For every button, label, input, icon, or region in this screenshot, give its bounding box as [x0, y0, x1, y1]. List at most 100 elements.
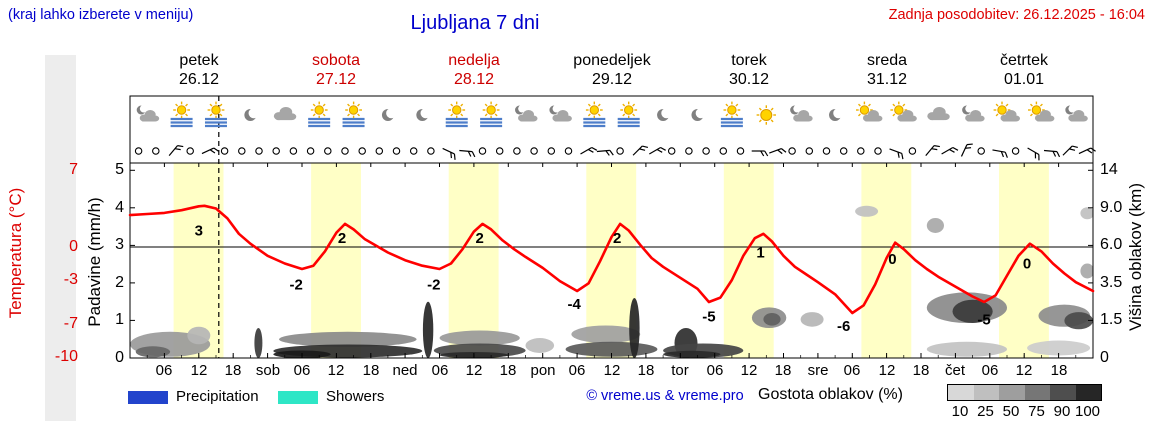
- weather-icon-fog-sun: [170, 101, 193, 128]
- x-axis-tick-label: 12: [603, 362, 621, 379]
- wind-barb-icon: [580, 146, 598, 155]
- x-axis-tick-label: sob: [255, 362, 281, 379]
- day-name: sobota: [311, 52, 361, 69]
- wind-calm-icon: [908, 147, 917, 155]
- precip-axis-tick: 4: [115, 199, 124, 216]
- x-axis-tick-label: tor: [671, 362, 689, 379]
- wind-barb-icon: [751, 150, 769, 157]
- weather-icon-sun: [756, 105, 776, 125]
- x-axis-tick-label: sre: [807, 362, 829, 379]
- cloud-height-axis-tick: 3.5: [1100, 274, 1123, 291]
- weather-icon-cloud-moon: [549, 104, 572, 122]
- x-axis-tick-label: 12: [878, 362, 896, 379]
- wind-barb-icon: [459, 149, 476, 158]
- left-margin-strip: [45, 55, 76, 421]
- last-update-timestamp: Zadnja posodobitev: 26.12.2025 - 16:04: [888, 7, 1145, 23]
- wind-barb-icon: [769, 148, 787, 155]
- x-axis-tick-label: 18: [637, 362, 655, 379]
- day-name: ponedeljek: [573, 52, 651, 69]
- weather-icon-cloud-moon: [515, 104, 538, 122]
- day-name: petek: [179, 52, 219, 69]
- wind-barb-icon: [889, 148, 904, 160]
- weather-icon-fog-sun: [308, 101, 331, 128]
- wind-barb-icon: [925, 145, 940, 156]
- x-axis-tick-label: 06: [293, 362, 311, 379]
- temperature-point-label: -2: [290, 276, 303, 293]
- wind-barb-icon: [1027, 147, 1040, 161]
- temperature-point-label: 2: [613, 230, 621, 247]
- wind-calm-icon: [822, 147, 831, 155]
- weather-icon-cloud: [927, 106, 950, 121]
- weather-icon-moon: [657, 108, 672, 121]
- wind-calm-icon: [839, 147, 848, 155]
- cloud-height-axis-tick: 14: [1100, 161, 1118, 178]
- wind-calm-icon: [427, 147, 435, 155]
- wind-calm-icon: [341, 147, 349, 155]
- temperature-point-label: 0: [1023, 256, 1031, 273]
- cloud-density-colorbar: [947, 384, 1102, 401]
- density-value: 25: [977, 403, 994, 420]
- wind-barb-icon: [596, 149, 614, 156]
- precipitation-legend-label: Precipitation: [176, 388, 259, 405]
- x-axis-tick-label: ned: [392, 362, 418, 379]
- temperature-point-label: -4: [568, 296, 582, 313]
- temperature-point-label: 2: [476, 230, 484, 247]
- weather-icon-moon: [416, 108, 431, 121]
- x-axis-tick-label: 12: [190, 362, 208, 379]
- temp-axis-tick: 7: [69, 161, 78, 178]
- density-value: 75: [1028, 403, 1045, 420]
- precip-axis-tick: 5: [115, 161, 124, 178]
- wind-calm-icon: [409, 147, 418, 155]
- cloud-height-axis-tick: 1.5: [1100, 311, 1123, 328]
- temp-axis-tick: -3: [63, 271, 78, 288]
- copyright-link[interactable]: © vreme.us & vreme.pro: [586, 388, 744, 404]
- x-axis-tick-label: 06: [843, 362, 861, 379]
- wind-barb-icon: [442, 147, 456, 160]
- wind-calm-icon: [685, 147, 693, 155]
- day-date: 29.12: [591, 71, 633, 88]
- day-name: torek: [731, 52, 767, 69]
- wind-calm-icon: [530, 147, 538, 155]
- density-swatch: [1024, 385, 1050, 400]
- x-axis-tick-label: 06: [706, 362, 724, 379]
- wind-calm-icon: [186, 147, 194, 155]
- day-date: 28.12: [453, 71, 495, 88]
- wind-calm-icon: [134, 147, 143, 155]
- location-hint: (kraj lahko izberete v meniju): [8, 7, 194, 23]
- wind-barb-icon: [632, 145, 649, 156]
- weather-icon-cloud-moon: [790, 104, 813, 122]
- x-axis-tick-label: 06: [981, 362, 999, 379]
- temperature-point-label: 0: [888, 251, 896, 268]
- weather-icon-moon: [829, 108, 844, 121]
- weather-icon-moon: [691, 108, 706, 121]
- day-date: 30.12: [728, 71, 770, 88]
- wind-calm-icon: [736, 147, 745, 155]
- wind-calm-icon: [805, 147, 814, 155]
- daylight-band: [448, 163, 499, 358]
- weather-icon-sun-cloud: [856, 101, 883, 122]
- wind-barb-icon: [1043, 149, 1061, 158]
- wind-calm-icon: [272, 147, 280, 155]
- daylight-band: [173, 163, 224, 358]
- weather-icon-sun-cloud: [890, 101, 917, 122]
- weather-icon-moon: [244, 108, 259, 121]
- wind-calm-icon: [306, 147, 315, 155]
- wind-calm-icon: [513, 147, 521, 155]
- wind-calm-icon: [478, 147, 487, 155]
- day-name: nedelja: [448, 52, 500, 69]
- day-name: četrtek: [999, 52, 1048, 69]
- x-axis-tick-label: 18: [224, 362, 242, 379]
- x-axis-tick-label: 06: [431, 362, 449, 379]
- day-date: 31.12: [866, 71, 908, 88]
- wind-calm-icon: [220, 147, 229, 155]
- precipitation-legend-swatch: [128, 391, 168, 404]
- wind-calm-icon: [152, 147, 160, 155]
- weather-icon-fog-sun: [617, 101, 640, 128]
- wind-calm-icon: [547, 147, 556, 155]
- weather-icon-fog-sun: [342, 101, 365, 128]
- x-axis-tick-label: 12: [465, 362, 483, 379]
- cloud-height-axis-tick: 9.0: [1100, 199, 1123, 216]
- density-value: 10: [951, 403, 969, 420]
- wind-barb-icon: [201, 147, 219, 155]
